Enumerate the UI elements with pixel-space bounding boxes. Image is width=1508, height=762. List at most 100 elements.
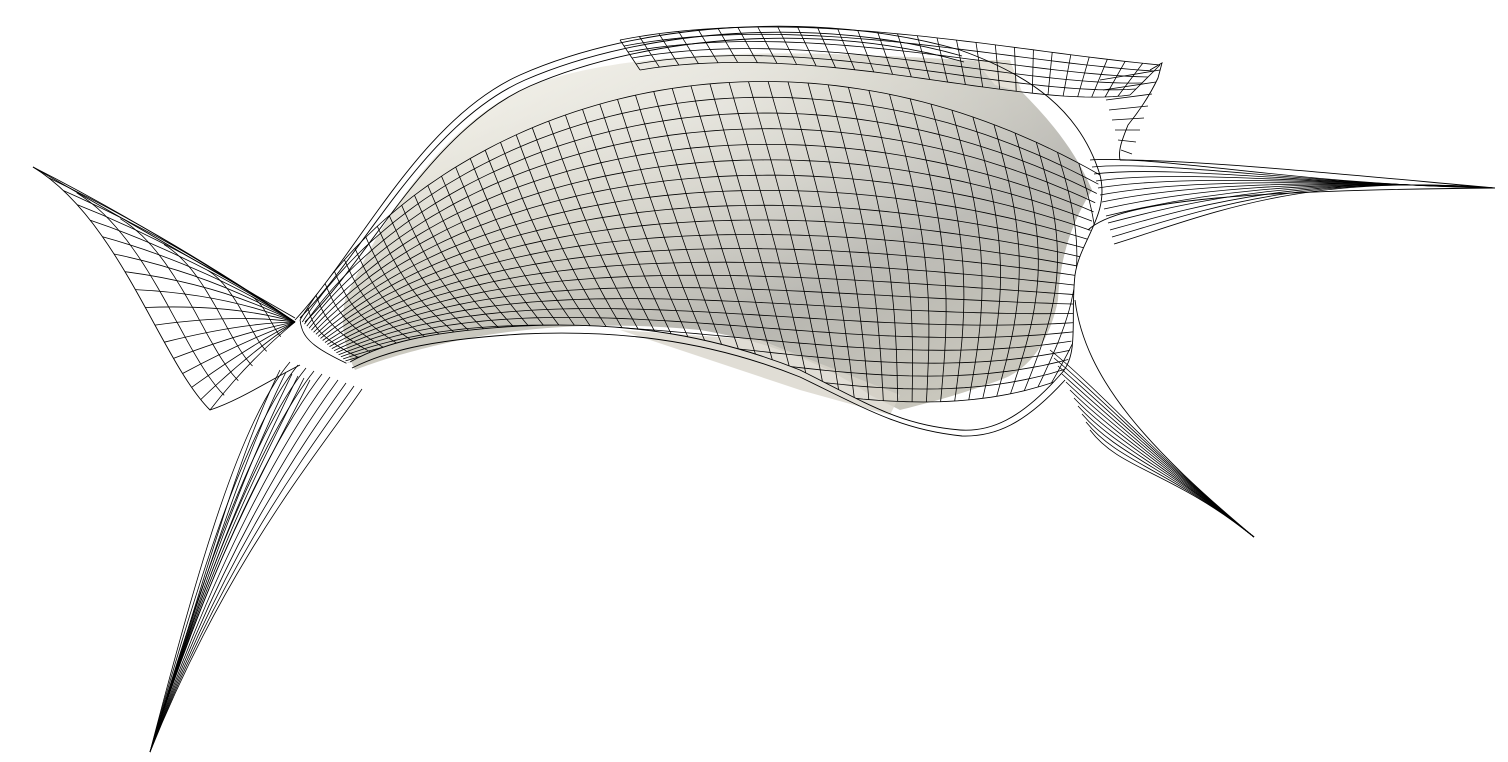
flange-tip-line	[1120, 149, 1133, 155]
body-wireframe	[299, 81, 1103, 403]
fin-rib-line	[163, 244, 253, 367]
fin-ray-line	[90, 219, 296, 323]
body-longitudinal-line	[320, 219, 1086, 339]
body-cross-line	[617, 99, 721, 379]
body-longitudinal-line	[327, 261, 1081, 345]
fin-rib-line	[251, 295, 282, 337]
right-spike-line	[1113, 184, 1496, 245]
body-longitudinal-line	[308, 144, 1094, 329]
flange-cross-line	[717, 28, 739, 63]
body-longitudinal-line	[313, 174, 1091, 333]
body-cross-line	[334, 271, 413, 354]
body-longitudinal-line	[304, 112, 1097, 325]
fin-rib-line	[120, 218, 239, 381]
flange-cross-line	[1129, 64, 1161, 96]
fin-ray-line	[182, 321, 296, 374]
flange-cross-line	[837, 28, 856, 70]
body-longitudinal-line	[338, 317, 1074, 356]
flange-cross-line	[678, 31, 699, 64]
right-spike-line	[1103, 183, 1496, 210]
flange-cross-line	[1104, 61, 1126, 98]
fin-rib-line	[207, 269, 267, 352]
body-cross-line	[376, 226, 476, 350]
flange-cross-line	[737, 27, 758, 63]
body-cross-line	[930, 103, 965, 402]
flange-cross-line	[639, 36, 660, 68]
flange-cross-line	[658, 33, 680, 66]
flange-cross-line	[956, 40, 966, 85]
flange-cross-line	[1014, 47, 1017, 92]
fin-ray-line	[145, 306, 296, 323]
body-longitudinal-line	[322, 234, 1085, 341]
lower-right-spike-line	[1085, 421, 1255, 538]
fin-outer-edge	[32, 166, 301, 411]
flange-cross-line	[777, 26, 797, 65]
flange-cross-line	[1077, 56, 1090, 97]
body-cross-line	[354, 248, 444, 351]
body-cross-line	[728, 82, 811, 393]
body-longitudinal-line	[329, 274, 1080, 347]
flange-cross-line	[1117, 63, 1144, 97]
flange-tip-line	[1105, 93, 1153, 101]
fin-ray-line	[135, 289, 296, 323]
body-cross-line	[972, 116, 1001, 399]
right-spike-top-edge	[1119, 159, 1496, 189]
flange-cross-line	[916, 35, 930, 80]
flange-cross-line	[817, 27, 836, 68]
body-cross-line	[1023, 142, 1058, 391]
flange-cross-line	[897, 33, 912, 78]
flange-tip-edge	[1119, 62, 1163, 161]
right-spike-bottom-edge	[1087, 187, 1496, 231]
spike-line	[149, 373, 323, 753]
flange-cross-line	[877, 31, 893, 75]
flange-cross-line	[857, 30, 875, 73]
fin-ray-line	[124, 271, 296, 323]
flange-cross-line	[619, 39, 641, 71]
body-cross-line	[909, 98, 947, 402]
fin-ray-line	[114, 253, 296, 323]
lower-right-spike-line	[1089, 429, 1255, 538]
spike-line	[149, 364, 299, 753]
spike-line	[149, 385, 355, 753]
body-longitudinal-line	[315, 190, 1090, 335]
body-cross-line	[307, 307, 366, 362]
body-longitudinal-line	[331, 287, 1078, 349]
body-outline	[294, 25, 1103, 437]
fin-ray-line	[200, 321, 296, 400]
right-spike-line	[1089, 159, 1496, 189]
spike-line	[149, 382, 347, 753]
fin-rib-line	[76, 192, 225, 396]
right-spike-line	[1105, 184, 1496, 217]
spike-line	[149, 367, 307, 753]
lower-right-spike-line	[1049, 349, 1255, 538]
spike-line	[149, 376, 331, 753]
lower-left-spike-wireframe	[149, 361, 363, 753]
body-cross-line	[599, 103, 706, 376]
body-cross-line	[827, 84, 884, 401]
fin-ray-line	[102, 236, 296, 323]
body-cross-line	[889, 94, 930, 403]
body-longitudinal-line	[333, 298, 1077, 352]
flange-cross-line	[1047, 52, 1053, 95]
fin-ray-line	[191, 321, 296, 388]
body-cross-line	[709, 83, 796, 391]
flange-tip-line	[1102, 81, 1157, 91]
body-cross-line	[868, 90, 913, 402]
fin-ray-line	[164, 321, 296, 343]
fin-ray-line	[154, 318, 296, 326]
fin-ray-line	[209, 321, 296, 411]
body-cross-line	[315, 295, 382, 359]
body-cross-line	[951, 110, 983, 400]
body-cross-line	[993, 124, 1020, 397]
body-longitudinal-line	[324, 248, 1083, 343]
body-cross-line	[324, 283, 398, 356]
body-cross-line	[848, 87, 899, 402]
lower-right-spike-wireframe	[1049, 299, 1255, 538]
flange-tip-line	[1108, 105, 1149, 111]
spike-line	[149, 388, 363, 753]
body-longitudinal-line	[340, 324, 1072, 358]
body-cross-line	[635, 95, 737, 381]
spike-line	[149, 379, 311, 753]
flange-cross-line	[994, 44, 1001, 90]
